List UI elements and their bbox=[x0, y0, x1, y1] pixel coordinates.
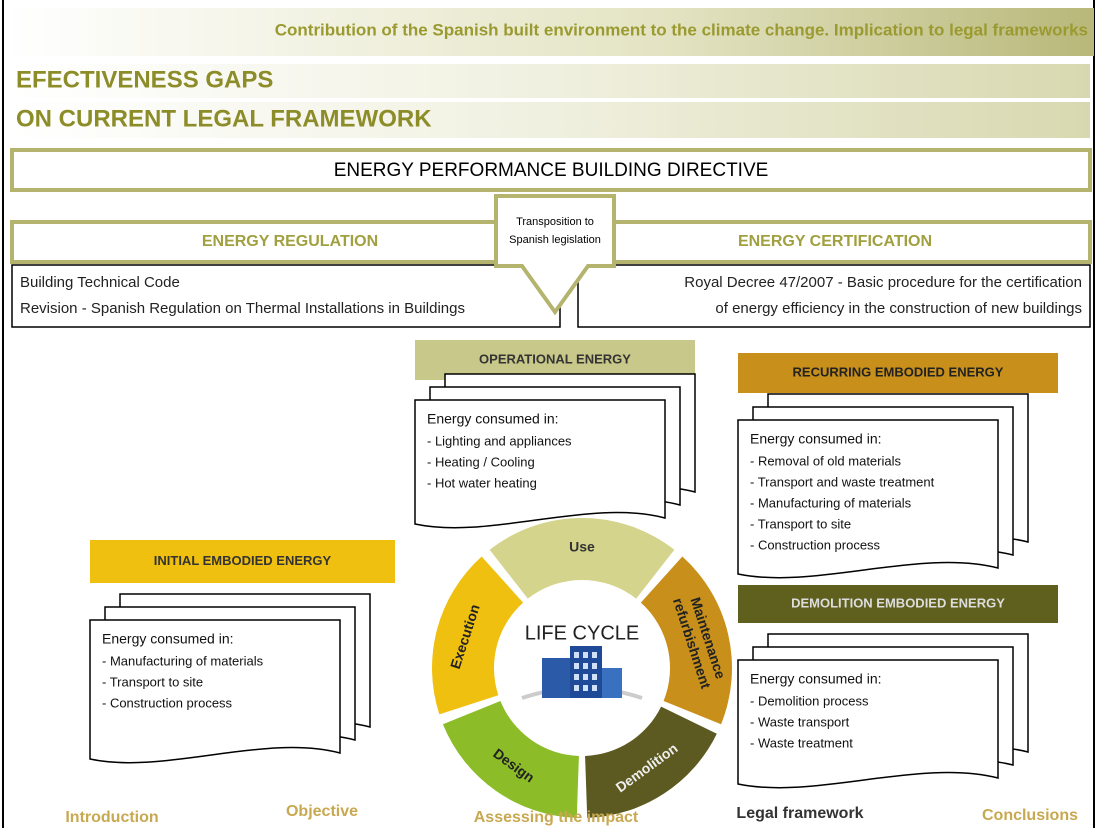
life-cycle-center: LIFE CYCLE bbox=[525, 622, 639, 644]
building-window bbox=[592, 674, 597, 680]
certification-line: of energy efficiency in the construction… bbox=[715, 300, 1082, 317]
energy-label: DEMOLITION EMBODIED ENERGY bbox=[791, 595, 1005, 610]
building-window bbox=[592, 663, 597, 669]
directive: ENERGY PERFORMANCE BUILDING DIRECTIVE bbox=[334, 160, 769, 181]
regulation-label: ENERGY REGULATION bbox=[202, 233, 378, 250]
document-page bbox=[737, 659, 999, 789]
energy-intro: Energy consumed in: bbox=[102, 631, 234, 647]
building-window bbox=[574, 685, 579, 691]
energy-item: - Waste transport bbox=[750, 714, 850, 729]
regulation-line: Building Technical Code bbox=[20, 274, 180, 291]
nav-item[interactable]: Assessing the impact bbox=[474, 809, 639, 826]
energy-item: - Manufacturing of materials bbox=[750, 495, 912, 510]
nav-item[interactable]: Objective bbox=[286, 803, 358, 820]
nav-item[interactable]: Conclusions bbox=[982, 807, 1078, 824]
regulation-text-box bbox=[11, 264, 561, 328]
energy-item: - Manufacturing of materials bbox=[102, 653, 264, 668]
building-window bbox=[583, 663, 588, 669]
phase-label: Use bbox=[569, 539, 595, 555]
building-window bbox=[592, 652, 597, 658]
life-cycle-phase bbox=[640, 556, 732, 725]
header-title: Contribution of the Spanish built enviro… bbox=[275, 20, 1088, 39]
energy-item: - Construction process bbox=[750, 537, 881, 552]
document-page bbox=[737, 419, 999, 579]
certification-label: ENERGY CERTIFICATION bbox=[738, 233, 932, 250]
life-cycle-phase bbox=[489, 518, 675, 599]
transposition: Transposition to bbox=[516, 216, 594, 228]
energy-intro: Energy consumed in: bbox=[750, 431, 882, 447]
building-window bbox=[574, 663, 579, 669]
energy-intro: Energy consumed in: bbox=[427, 411, 559, 427]
energy-label-box bbox=[738, 353, 1058, 393]
building-window bbox=[574, 652, 579, 658]
energy-item: - Removal of old materials bbox=[750, 453, 901, 468]
building-icon bbox=[521, 646, 643, 700]
title: EFECTIVENESS GAPS bbox=[16, 66, 273, 93]
life-cycle-phase bbox=[432, 556, 524, 715]
energy-label-box bbox=[90, 540, 395, 583]
energy-label: OPERATIONAL ENERGY bbox=[479, 351, 631, 366]
nav-item[interactable]: Legal framework bbox=[736, 805, 863, 822]
transposition-arrow bbox=[494, 194, 616, 316]
building-window bbox=[574, 674, 579, 680]
energy-item: - Transport to site bbox=[750, 516, 851, 531]
transposition: Spanish legislation bbox=[509, 234, 601, 246]
header-band bbox=[4, 8, 1094, 56]
energy-item: - Lighting and appliances bbox=[427, 433, 572, 448]
title-band bbox=[12, 102, 1090, 138]
energy-item: - Transport and waste treatment bbox=[750, 474, 935, 489]
directive-box bbox=[10, 148, 1092, 192]
energy-label-box bbox=[738, 585, 1058, 623]
energy-item: - Heating / Cooling bbox=[427, 454, 535, 469]
building-window bbox=[583, 685, 588, 691]
building-window bbox=[592, 685, 597, 691]
regulation-line: Revision - Spanish Regulation on Thermal… bbox=[20, 300, 465, 317]
title: ON CURRENT LEGAL FRAMEWORK bbox=[16, 105, 432, 132]
building-window bbox=[583, 652, 588, 658]
energy-item: - Demolition process bbox=[750, 693, 869, 708]
building bbox=[542, 658, 572, 698]
building bbox=[602, 668, 622, 698]
nav: Introduction Objective Assessing the imp… bbox=[65, 803, 1078, 826]
energy-item: - Waste treatment bbox=[750, 735, 853, 750]
energy-item: - Construction process bbox=[102, 695, 233, 710]
certification-line: Royal Decree 47/2007 - Basic procedure f… bbox=[684, 274, 1082, 291]
title-band bbox=[12, 64, 1090, 98]
energy-item: - Transport to site bbox=[102, 674, 203, 689]
document-page bbox=[89, 619, 341, 764]
energy-label: RECURRING EMBODIED ENERGY bbox=[793, 364, 1004, 379]
certification-text-box bbox=[577, 264, 1091, 328]
building-window bbox=[583, 674, 588, 680]
energy-label: INITIAL EMBODIED ENERGY bbox=[154, 553, 332, 568]
energy-item: - Hot water heating bbox=[427, 475, 537, 490]
nav-item[interactable]: Introduction bbox=[65, 809, 158, 826]
life-cycle-phase bbox=[442, 700, 579, 818]
life-cycle-phase bbox=[585, 706, 717, 818]
energy-intro: Energy consumed in: bbox=[750, 671, 882, 687]
document-page bbox=[414, 399, 666, 529]
